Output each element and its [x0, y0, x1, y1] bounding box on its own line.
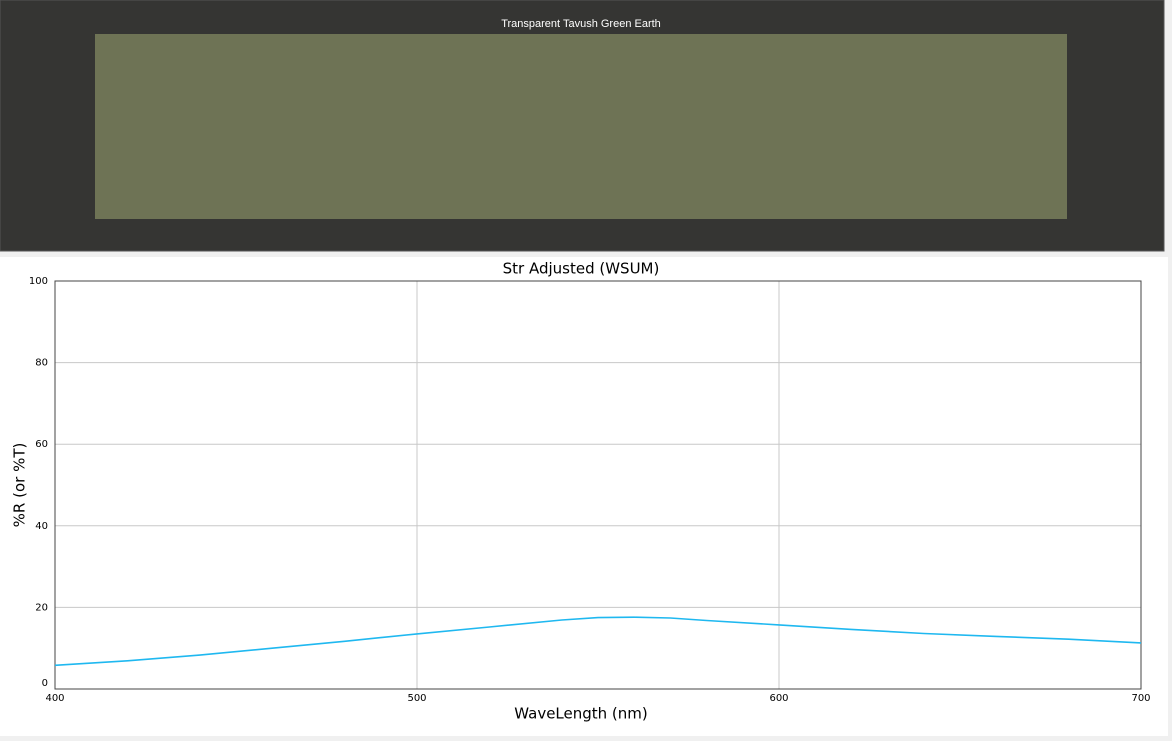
color-swatch — [95, 34, 1067, 219]
y-axis-label: %R (or %T) — [11, 443, 29, 528]
y-tick-label: 40 — [35, 521, 48, 532]
x-tick-label: 700 — [1131, 693, 1150, 704]
chart-panel — [0, 257, 1168, 736]
y-tick-label: 20 — [35, 602, 48, 613]
y-tick-label: 60 — [35, 439, 48, 450]
plot-frame — [54, 280, 1142, 690]
y-tick-label: 80 — [35, 358, 48, 369]
x-tick-label: 400 — [45, 693, 64, 704]
swatch-title: Transparent Tavush Green Earth — [501, 18, 661, 30]
y-tick-label: 0 — [42, 678, 48, 689]
x-tick-label: 500 — [407, 693, 426, 704]
x-tick-label: 600 — [769, 693, 788, 704]
x-axis-label: WaveLength (nm) — [514, 705, 648, 723]
y-tick-label: 100 — [29, 276, 48, 287]
data-line — [54, 616, 1142, 667]
chart-title: Str Adjusted (WSUM) — [503, 260, 660, 278]
